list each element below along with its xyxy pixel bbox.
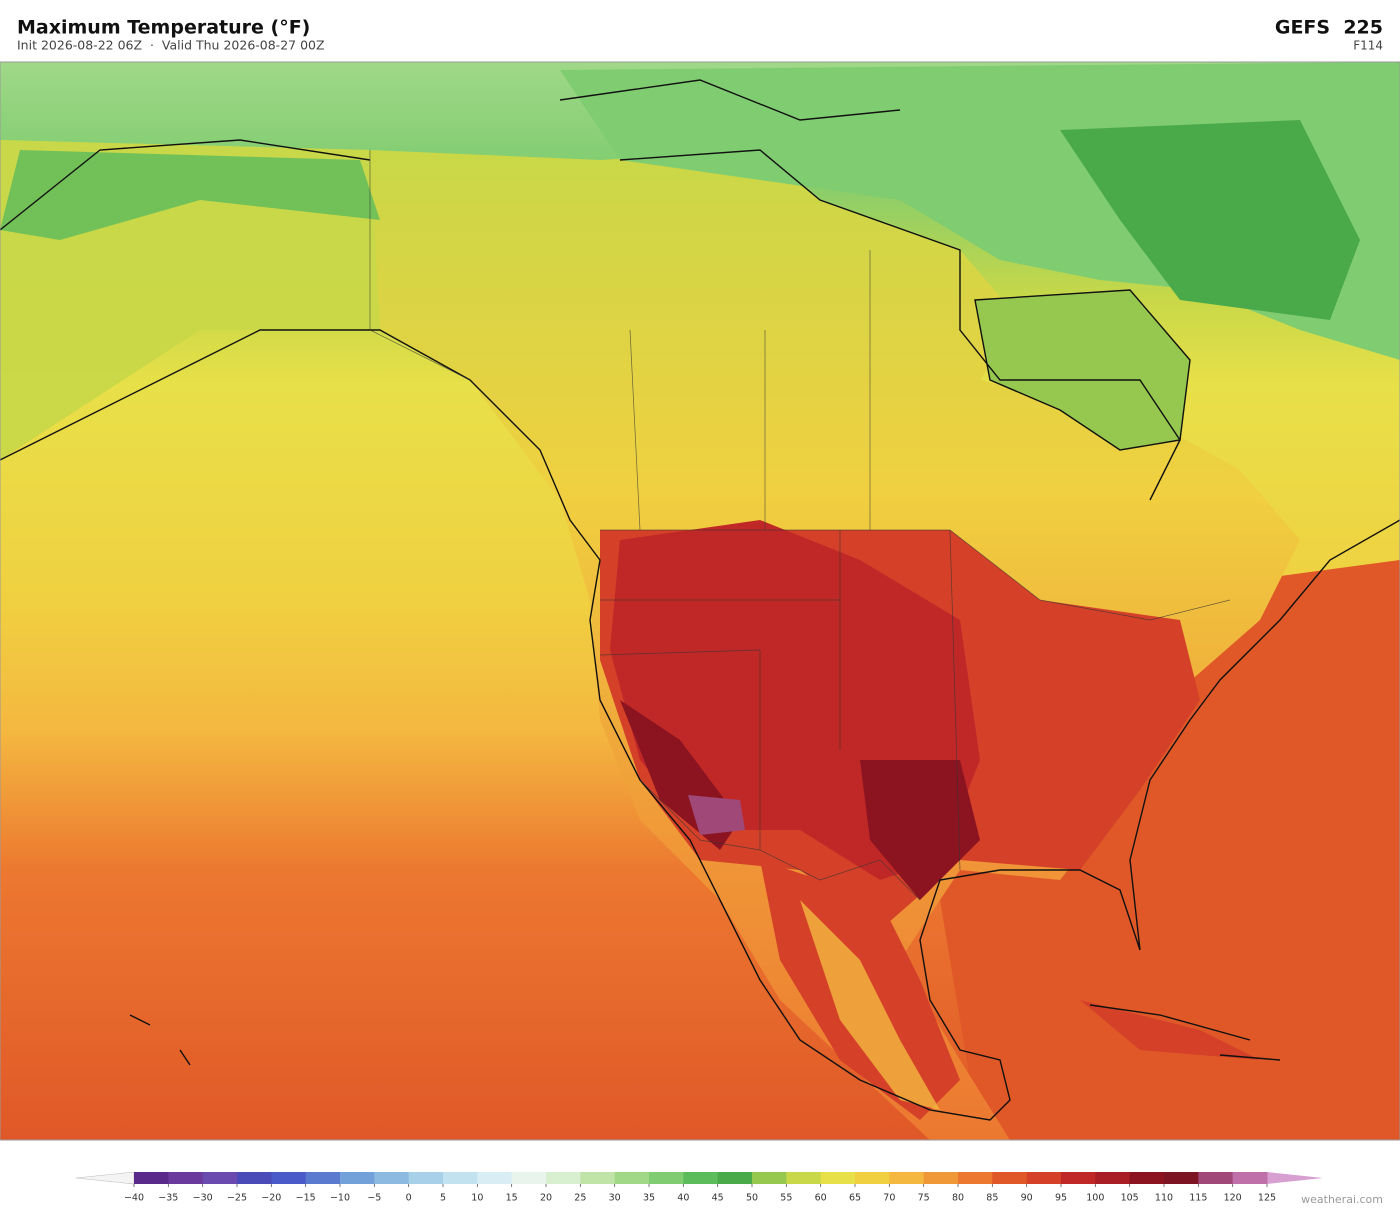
colorbar-tick-label: 125 — [1258, 1193, 1276, 1204]
colorbar-bin — [1061, 1172, 1096, 1184]
colorbar-bin — [649, 1172, 684, 1184]
colorbar-tick-label: 0 — [406, 1193, 412, 1204]
model-label: GEFS 225 — [1275, 17, 1383, 39]
colorbar-tick-label: −15 — [296, 1193, 316, 1204]
colorbar-tick-label: 20 — [540, 1193, 552, 1204]
colorbar-over — [1267, 1172, 1323, 1184]
colorbar-bin — [820, 1172, 856, 1184]
colorbar-bin — [271, 1172, 307, 1184]
colorbar-tick-label: 80 — [952, 1193, 964, 1204]
colorbar-bin — [717, 1172, 753, 1184]
colorbar-bin — [580, 1172, 616, 1184]
colorbar-bin — [134, 1172, 169, 1184]
colorbar-bin — [683, 1172, 719, 1184]
colorbar-under — [75, 1171, 135, 1185]
colorbar-tick-label: 65 — [849, 1193, 861, 1204]
hudson-coastline — [974, 289, 1191, 451]
arctic-cold — [1060, 120, 1360, 320]
colorbar-tick-label: −30 — [193, 1193, 213, 1204]
colorbar-tick-label: −10 — [330, 1193, 350, 1204]
colorbar-bin — [752, 1172, 787, 1184]
colorbar: −40 −35 −30 −25 −20 −15 −10 −5 0 5 10 15 20 25 30 35 40 4… — [75, 1171, 1323, 1204]
colorbar-bin — [1198, 1172, 1234, 1184]
colorbar-bin — [168, 1172, 204, 1184]
colorbar-bin — [1095, 1172, 1131, 1184]
colorbar-bin — [958, 1172, 993, 1184]
colorbar-tick-label: 70 — [883, 1193, 895, 1204]
colorbar-tick-label: 115 — [1189, 1193, 1207, 1204]
colorbar-bin — [305, 1172, 341, 1184]
colorbar-bin — [1164, 1172, 1199, 1184]
colorbar-tick-label: 110 — [1155, 1193, 1173, 1204]
colorbar-bin — [1232, 1172, 1268, 1184]
colorbar-bin — [237, 1172, 272, 1184]
coastline — [0, 329, 1400, 1121]
colorbar-bin — [202, 1172, 238, 1184]
colorbar-bin — [546, 1172, 581, 1184]
colorbar-tick-label: −5 — [367, 1193, 381, 1204]
colorbar-tick-label: 40 — [677, 1193, 689, 1204]
colorbar-tick-label: 55 — [780, 1193, 792, 1204]
map-frame — [0, 61, 1400, 1141]
colorbar-tick-label: 75 — [918, 1193, 930, 1204]
colorbar-tick-label: 30 — [609, 1193, 621, 1204]
colorbar-tick-label: 105 — [1121, 1193, 1139, 1204]
colorbar-bin — [786, 1172, 822, 1184]
colorbar-bin — [511, 1172, 547, 1184]
colorbar-bin — [443, 1172, 478, 1184]
colorbar-tick-label: 10 — [471, 1193, 483, 1204]
mexico-highlands — [800, 900, 940, 1110]
forecast-hour: F114 — [1353, 39, 1383, 53]
colorbar-tick-label: 120 — [1224, 1193, 1242, 1204]
colorbar-bin — [477, 1172, 513, 1184]
subtitle: Init 2026-08-22 06Z · Valid Thu 2026-08-… — [17, 38, 325, 53]
caribbean-islands — [1080, 1000, 1260, 1060]
arctic-coastline — [0, 79, 1181, 501]
colorbar-bin — [408, 1172, 444, 1184]
plains-core — [860, 760, 980, 900]
colorbar-tick-label: 15 — [506, 1193, 518, 1204]
credit: weatherai.com — [1301, 1193, 1383, 1206]
colorbar-tick-label: −40 — [124, 1193, 144, 1204]
colorbar-bin — [340, 1172, 375, 1184]
desert-extreme — [688, 795, 745, 835]
colorbar-tick-label: 60 — [815, 1193, 827, 1204]
colorbar-tick-label: 100 — [1086, 1193, 1104, 1204]
colorbar-tick-label: 45 — [712, 1193, 724, 1204]
colorbar-tick-label: 5 — [440, 1193, 446, 1204]
colorbar-bin — [374, 1172, 410, 1184]
colorbar-bin — [992, 1172, 1028, 1184]
colorbar-tick-label: −20 — [261, 1193, 281, 1204]
colorbar-bin — [923, 1172, 959, 1184]
map — [0, 62, 1400, 1140]
colorbar-bin — [855, 1172, 890, 1184]
colorbar-tick-label: 50 — [746, 1193, 758, 1204]
colorbar-bin — [614, 1172, 650, 1184]
colorbar-tick-label: 85 — [986, 1193, 998, 1204]
colorbar-bin — [1026, 1172, 1062, 1184]
arctic-slope — [0, 150, 380, 240]
colorbar-tick-label: 35 — [643, 1193, 655, 1204]
colorbar-tick-label: −25 — [227, 1193, 247, 1204]
colorbar-tick-label: 25 — [574, 1193, 586, 1204]
colorbar-tick-label: 95 — [1055, 1193, 1067, 1204]
colorbar-bin — [1129, 1172, 1165, 1184]
colorbar-tick-label: −35 — [158, 1193, 178, 1204]
island-coastlines — [129, 1004, 1281, 1066]
hudson-bay — [975, 290, 1190, 450]
colorbar-bin — [889, 1172, 925, 1184]
colorbar-tick-label: 90 — [1021, 1193, 1033, 1204]
political-borders — [369, 150, 1231, 901]
title: Maximum Temperature (°F) — [17, 17, 310, 39]
